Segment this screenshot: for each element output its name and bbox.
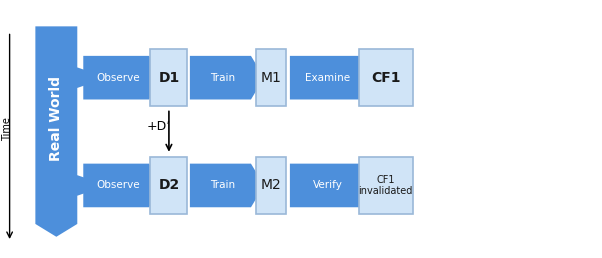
- Text: Examine: Examine: [305, 73, 350, 83]
- Text: CF1: CF1: [371, 71, 400, 85]
- Polygon shape: [83, 56, 163, 100]
- FancyBboxPatch shape: [150, 50, 187, 106]
- Polygon shape: [36, 26, 107, 237]
- FancyBboxPatch shape: [359, 157, 412, 214]
- Text: M1: M1: [260, 71, 281, 85]
- Polygon shape: [83, 164, 163, 207]
- FancyBboxPatch shape: [359, 50, 412, 106]
- Text: Observe: Observe: [96, 180, 140, 190]
- Text: Train: Train: [210, 73, 235, 83]
- Text: D2: D2: [158, 179, 179, 192]
- FancyBboxPatch shape: [150, 157, 187, 214]
- Text: Time: Time: [2, 117, 11, 141]
- Polygon shape: [290, 164, 375, 207]
- Polygon shape: [290, 56, 375, 100]
- Text: D1: D1: [158, 71, 179, 85]
- Text: Verify: Verify: [313, 180, 343, 190]
- Polygon shape: [190, 164, 264, 207]
- Polygon shape: [190, 56, 264, 100]
- Text: M2: M2: [260, 179, 281, 192]
- Text: +D’: +D’: [146, 120, 170, 133]
- FancyBboxPatch shape: [255, 157, 286, 214]
- Text: Observe: Observe: [96, 73, 140, 83]
- Text: Real World: Real World: [49, 76, 63, 161]
- FancyBboxPatch shape: [255, 50, 286, 106]
- Text: Train: Train: [210, 180, 235, 190]
- Text: CF1
invalidated: CF1 invalidated: [359, 175, 413, 196]
